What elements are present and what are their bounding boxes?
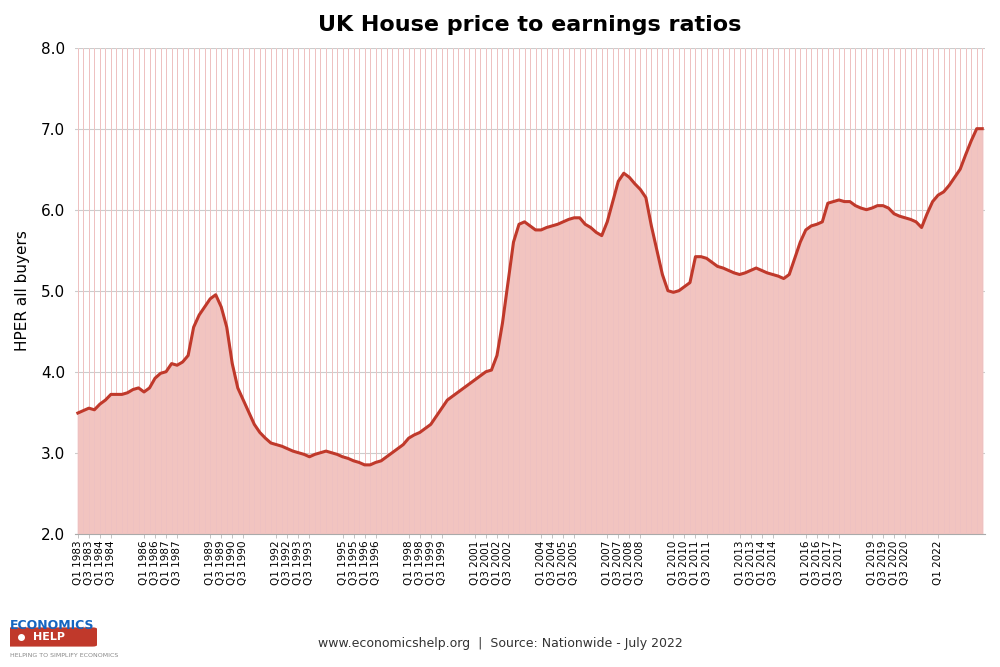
- Title: UK House price to earnings ratios: UK House price to earnings ratios: [318, 15, 742, 35]
- FancyBboxPatch shape: [6, 628, 97, 646]
- Text: HELPING TO SIMPLIFY ECONOMICS: HELPING TO SIMPLIFY ECONOMICS: [10, 653, 118, 658]
- Text: ECONOMICS: ECONOMICS: [10, 619, 94, 632]
- Text: HELP: HELP: [32, 632, 64, 642]
- Text: www.economicshelp.org  |  Source: Nationwide - July 2022: www.economicshelp.org | Source: Nationwi…: [318, 638, 682, 650]
- Y-axis label: HPER all buyers: HPER all buyers: [15, 230, 30, 351]
